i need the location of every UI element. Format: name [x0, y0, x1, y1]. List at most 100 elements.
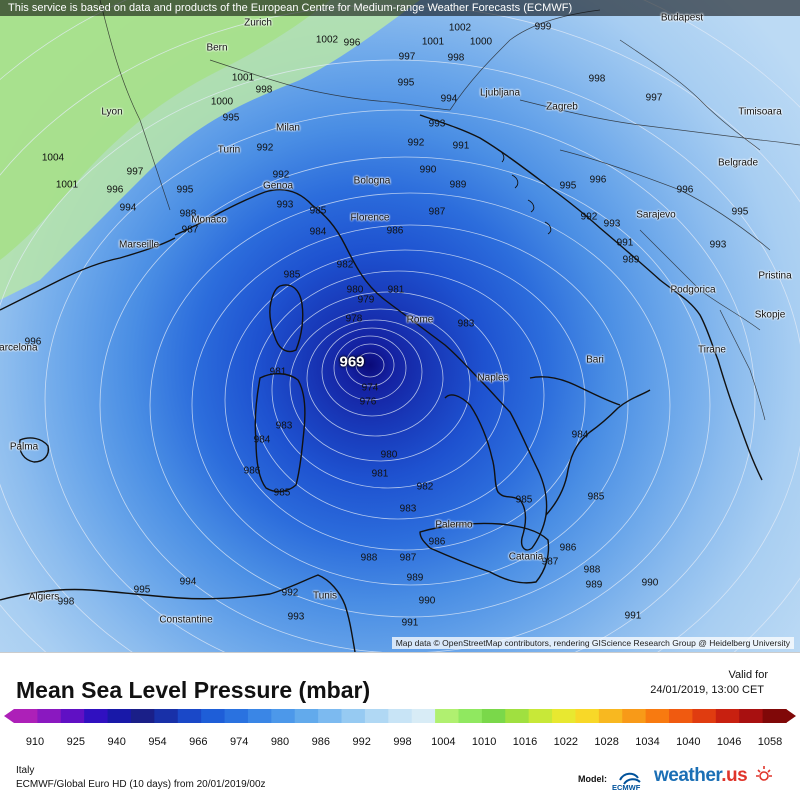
city-label-rome: Rome [406, 314, 434, 326]
isobar-value-label: 985 [309, 205, 327, 217]
model-label: Model: [578, 774, 607, 784]
isobar-value-label: 989 [449, 179, 467, 191]
isobar-value-label: 991 [401, 617, 419, 629]
city-label-bologna: Bologna [353, 175, 391, 187]
isobar-value-label: 996 [343, 37, 361, 49]
isobar-value-label: 985 [515, 494, 533, 506]
scale-tick-label: 1016 [513, 736, 537, 748]
weather-us-logo[interactable]: weather.us [654, 765, 748, 787]
isobar-value-label: 989 [585, 579, 603, 591]
isobar-value-label: 998 [57, 596, 75, 608]
isobar-value-label: 987 [541, 556, 559, 568]
isobar-value-label: 986 [559, 542, 577, 554]
color-swatch [645, 709, 670, 723]
isobar-value-label: 993 [709, 239, 727, 251]
color-swatch [271, 709, 296, 723]
isobar-value-label: 990 [641, 577, 659, 589]
scale-tick-label: 910 [26, 736, 44, 748]
city-label-lyon: Lyon [101, 106, 123, 118]
isobar-value-label: 992 [407, 137, 425, 149]
city-label-naples: Naples [477, 372, 509, 384]
city-label-genoa: Genoa [262, 180, 294, 192]
isobar-value-label: 998 [447, 52, 465, 64]
isobar-value-label: 992 [256, 142, 274, 154]
city-label-catania: Catania [508, 551, 544, 563]
pressure-map [0, 0, 800, 652]
city-label-tunis: Tunis [312, 590, 338, 602]
color-swatch [505, 709, 530, 723]
ecmwf-logo-text: ECMWF [612, 783, 641, 792]
isobar-value-label: 980 [380, 449, 398, 461]
color-swatch [388, 709, 413, 723]
isobar-value-label: 988 [360, 552, 378, 564]
city-label-algiers: Algiers [28, 591, 60, 603]
isobar-value-label: 992 [272, 169, 290, 181]
isobar-value-label: 995 [397, 77, 415, 89]
color-swatch [435, 709, 460, 723]
city-label-podgorica: Podgorica [670, 284, 716, 296]
color-swatch [154, 709, 179, 723]
city-label-monaco: Monaco [191, 214, 227, 226]
isobar-value-label: 990 [418, 595, 436, 607]
scale-tick-label: 1004 [431, 736, 455, 748]
isobar-value-label: 989 [622, 254, 640, 266]
isobar-value-label: 992 [281, 587, 299, 599]
color-swatch [294, 709, 319, 723]
city-label-marseille: Marseille [118, 239, 160, 251]
isobar-value-label: 983 [457, 318, 475, 330]
color-swatch [247, 709, 272, 723]
color-swatch [37, 709, 62, 723]
isobar-value-label: 991 [616, 237, 634, 249]
color-swatch [669, 709, 694, 723]
isobar-value-label: 1001 [55, 179, 79, 191]
color-swatch [60, 709, 85, 723]
isobar-value-label: 993 [603, 218, 621, 230]
isobar-value-label: 987 [399, 552, 417, 564]
isobar-value-label: 1001 [421, 36, 445, 48]
city-label-belgrade: Belgrade [717, 157, 759, 169]
scale-min-arrow [4, 709, 14, 723]
scale-tick-label: 1022 [554, 736, 578, 748]
isobar-value-label: 995 [731, 206, 749, 218]
city-label-bern: Bern [206, 42, 228, 54]
isobar-value-label: 976 [359, 396, 377, 408]
isobar-value-label: 979 [357, 294, 375, 306]
isobar-value-label: 985 [587, 491, 605, 503]
ecmwf-notice: This service is based on data and produc… [0, 0, 800, 16]
color-swatch [411, 709, 436, 723]
city-label-pristina: Pristina [758, 270, 792, 282]
color-swatch [552, 709, 577, 723]
scale-tick-label: 1058 [758, 736, 782, 748]
color-swatch [622, 709, 647, 723]
weather-logo-suffix: .us [721, 765, 748, 786]
isobar-value-label: 985 [273, 487, 291, 499]
color-swatch [177, 709, 202, 723]
isobar-value-label: 984 [571, 429, 589, 441]
isobar-value-label: 991 [452, 140, 470, 152]
isobar-value-label: 987 [428, 206, 446, 218]
scale-tick-label: 980 [271, 736, 289, 748]
isobar-value-label: 997 [126, 166, 144, 178]
city-label-sarajevo: Sarajevo [636, 209, 676, 221]
city-label-barcelona: Barcelona [0, 342, 38, 354]
isobar-value-label: 993 [428, 118, 446, 130]
color-swatch [130, 709, 155, 723]
city-label-budapest: Budapest [660, 12, 704, 24]
isobar-value-label: 1002 [315, 34, 339, 46]
city-label-palermo: Palermo [435, 519, 473, 531]
isobar-value-label: 996 [106, 184, 124, 196]
map-area[interactable]: This service is based on data and produc… [0, 0, 800, 652]
isobar-value-label: 999 [534, 21, 552, 33]
valid-for-label: Valid for [728, 669, 768, 681]
color-swatch [201, 709, 226, 723]
city-label-timisoara: Timisoara [738, 106, 782, 118]
isobar-value-label: 997 [645, 92, 663, 104]
city-label-zurich: Zurich [244, 17, 272, 29]
isobar-value-label: 993 [276, 199, 294, 211]
isobar-value-label: 983 [399, 503, 417, 515]
isobar-value-label: 982 [336, 259, 354, 271]
color-swatch [318, 709, 343, 723]
isobar-value-label: 998 [255, 84, 273, 96]
isobar-value-label: 997 [398, 51, 416, 63]
scale-tick-label: 966 [189, 736, 207, 748]
